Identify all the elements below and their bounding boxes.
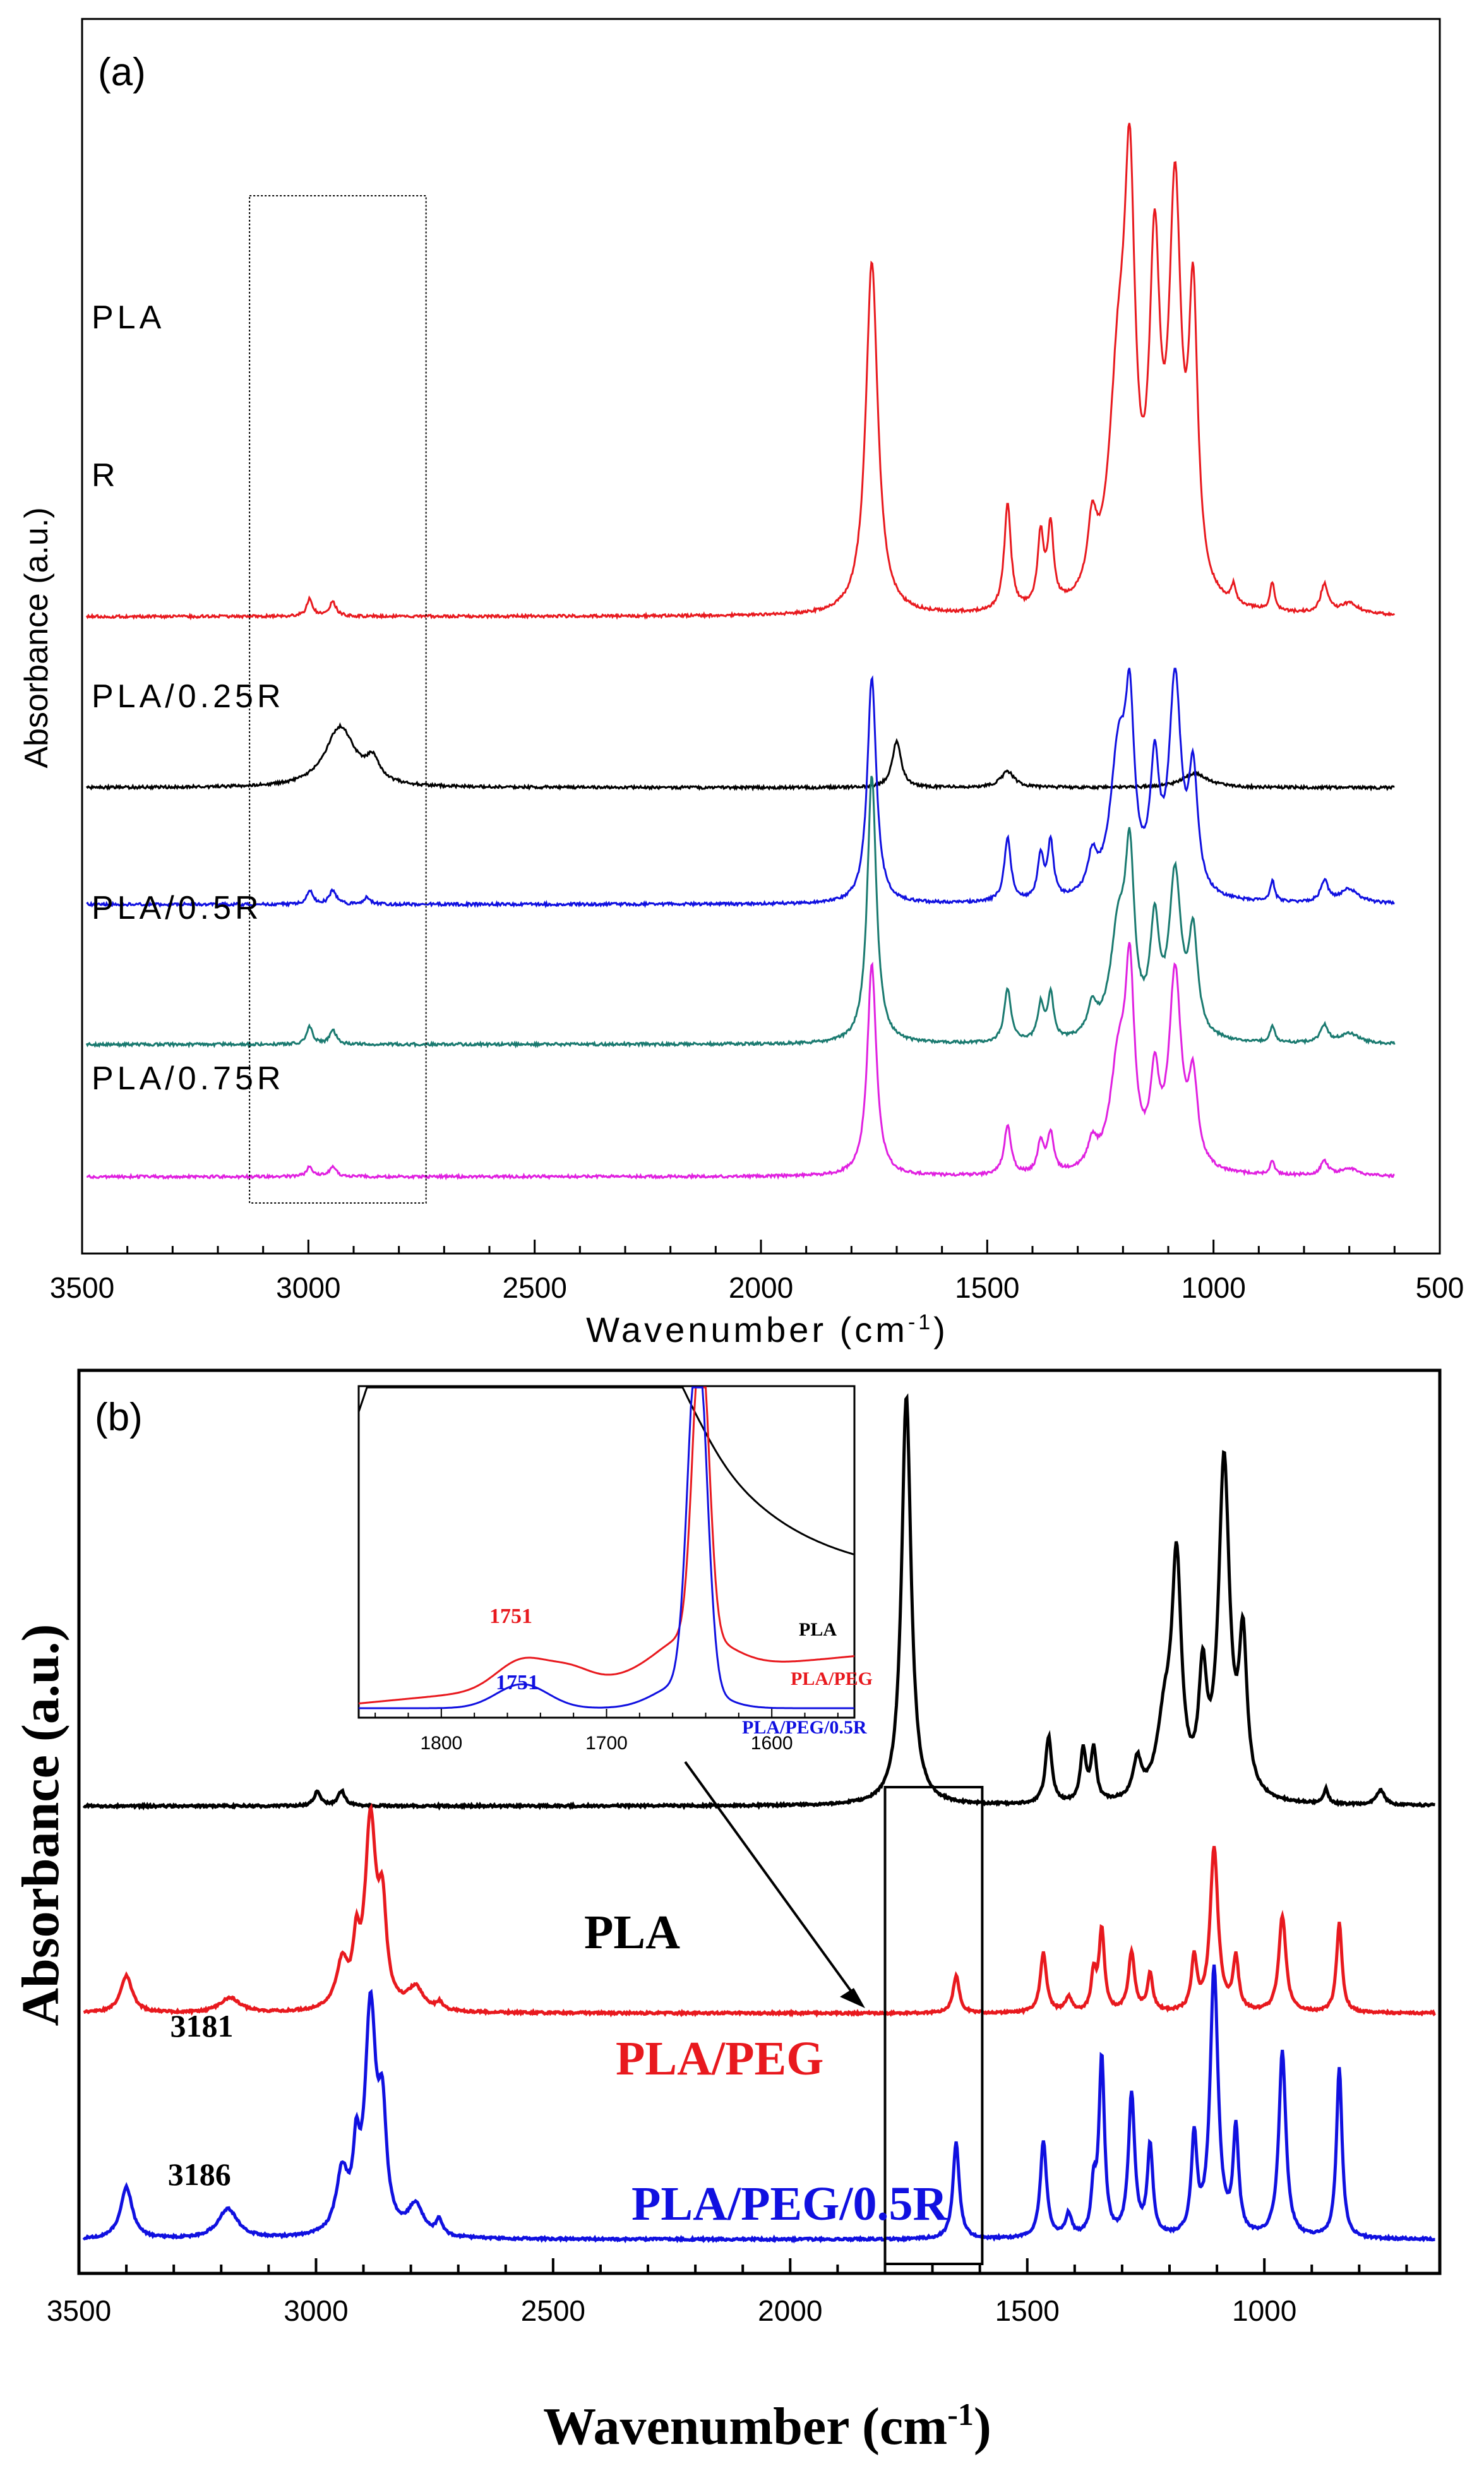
panel-a-y-axis-label: Absorbance (a.u.) <box>18 507 55 768</box>
panel-b-y-axis-label: Absorbance (a.u.) <box>11 1624 70 2026</box>
panel-a-x-axis-label: Wavenumber (cm-1) <box>586 1310 948 1350</box>
inset-series-label: PLA/PEG <box>791 1668 873 1689</box>
panel-a-x-tick-label: 2000 <box>729 1271 793 1304</box>
panel-a-series-label: PLA/0.25R <box>92 678 285 715</box>
panel-a-x-tick-label: 3000 <box>276 1271 340 1304</box>
panel-a-x-tick-label: 3500 <box>50 1271 114 1304</box>
panel-b-label: (b) <box>95 1396 143 1439</box>
panel-b-series-pla <box>82 1393 1435 1811</box>
panel-a-highlight-box <box>249 195 427 1204</box>
inset-pointer-arrowhead <box>840 1988 865 2008</box>
inset-series-pla-peg-0-5r <box>359 1386 854 1709</box>
panel-a-series-pla-0-25r <box>86 667 1395 909</box>
panel-b-x-tick-label: 2000 <box>758 2294 822 2327</box>
panel-b-x-tick-label: 3000 <box>284 2294 348 2327</box>
panel-b-series-pla-peg <box>83 1802 1437 2018</box>
panel-a-x-tick-label: 1000 <box>1181 1271 1245 1304</box>
panel-b-x-axis-label: Wavenumber (cm-1) <box>543 2397 991 2456</box>
inset-peak-annotation: 1751 <box>489 1605 532 1628</box>
panel-b-frame <box>77 1368 1442 2275</box>
inset-peak-annotation: 1751 <box>496 1671 539 1694</box>
panel-a: 3500 3000 2500 2000 1500 1000 500 (a) Absorban… <box>18 18 1464 1350</box>
peak-annotation: 3181 <box>171 2008 234 2044</box>
panel-a-series-pla-0-75r <box>87 942 1395 1181</box>
panel-a-x-tick-label: 1500 <box>955 1271 1019 1304</box>
panel-b-series-pla-peg-0-5r <box>82 1964 1435 2244</box>
inset-series-pla <box>359 1386 854 1556</box>
panel-b: 3500 3000 2500 2000 1500 1000 (b) Absorbance … <box>11 1368 1442 2456</box>
panel-a-series-r <box>85 722 1395 792</box>
inset-x-tick-label: 1700 <box>585 1733 628 1754</box>
inset-chart: 1800 1700 1600 PLA PLA/PEG PLA/PEG/0.5R 1751 1… <box>357 1385 873 1754</box>
inset-x-tick-label: 1800 <box>420 1733 462 1754</box>
panel-b-x-tick-label: 1500 <box>995 2294 1060 2327</box>
panel-a-x-tick-label: 500 <box>1416 1271 1464 1304</box>
panel-a-series-pla <box>85 123 1396 621</box>
inset-frame <box>357 1385 856 1719</box>
panel-a-series-label: PLA/0.5R <box>92 890 263 926</box>
inset-x-tick-label: 1600 <box>751 1733 793 1754</box>
panel-b-x-tick-label: 2500 <box>521 2294 585 2327</box>
panel-b-series-label: PLA/PEG/0.5R <box>631 2177 948 2230</box>
inset-series-label: PLA/PEG/0.5R <box>742 1717 867 1738</box>
panel-b-x-tick-label: 3500 <box>47 2294 111 2327</box>
panel-b-series-label: PLA/PEG <box>616 2032 823 2085</box>
panel-a-series-label: PLA/0.75R <box>92 1060 285 1097</box>
inset-series-label: PLA <box>799 1619 837 1640</box>
panel-a-label: (a) <box>98 51 146 94</box>
panel-a-series-label: R <box>92 457 119 494</box>
panel-b-series-label: PLA <box>584 1906 680 1959</box>
peak-annotation: 3186 <box>168 2157 231 2192</box>
panel-a-series-pla-0-5r <box>85 775 1396 1049</box>
panel-b-x-tick-label: 1000 <box>1232 2294 1296 2327</box>
inset-pointer-arrow <box>684 1761 860 2003</box>
panel-a-series-label: PLA <box>92 299 165 336</box>
panel-b-highlight-box <box>883 1786 984 2265</box>
inset-series-pla-peg <box>359 1386 854 1704</box>
panel-a-x-tick-label: 2500 <box>502 1271 566 1304</box>
